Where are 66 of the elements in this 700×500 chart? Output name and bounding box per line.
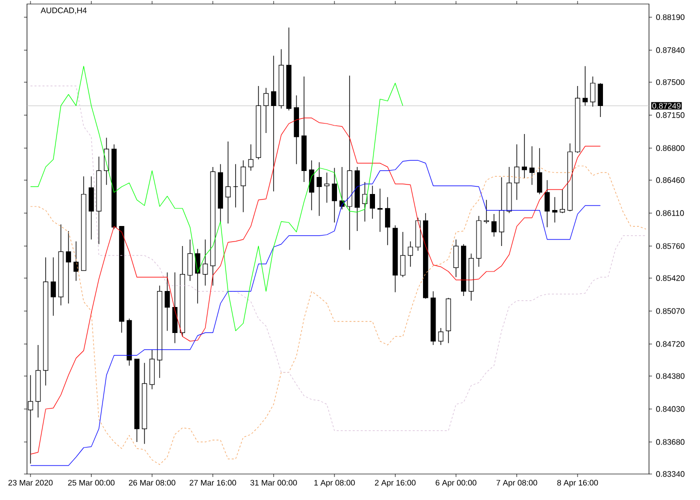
- candlestick: [225, 141, 231, 224]
- x-tick-label: 6 Apr 00:00: [436, 480, 476, 488]
- candlestick: [324, 172, 330, 204]
- y-tick-label: 0.88190: [656, 14, 684, 20]
- candlestick: [362, 182, 368, 222]
- y-tick-label: 0.83680: [656, 439, 684, 445]
- ref-line-label: 0.87249: [652, 102, 681, 109]
- candlestick: [514, 144, 520, 200]
- x-tick-label: 7 Apr 08:00: [496, 480, 538, 488]
- y-tick-label: 0.87840: [656, 47, 684, 53]
- candlestick: [385, 196, 390, 246]
- candlestick: [248, 144, 254, 172]
- candlestick: [529, 146, 535, 186]
- line-series: [30, 66, 404, 332]
- y-tick-label: 0.84030: [656, 406, 684, 412]
- y-tick-label: 0.85420: [656, 275, 684, 281]
- candlestick: [50, 257, 56, 316]
- candlestick: [164, 272, 170, 332]
- candlestick: [491, 214, 497, 237]
- candlestick: [271, 55, 276, 192]
- y-tick-label: 0.83340: [656, 471, 684, 477]
- candlestick: [453, 239, 459, 278]
- candlestick: [332, 168, 338, 223]
- candlestick: [370, 185, 376, 220]
- candlestick: [552, 196, 558, 223]
- y-tick-label: 0.86800: [656, 145, 684, 151]
- y-tick-label: 0.86110: [656, 210, 684, 216]
- y-tick-label: 0.87150: [656, 112, 684, 118]
- candlestick: [438, 328, 444, 346]
- candlestick: [522, 134, 527, 179]
- candlestick: [400, 232, 406, 278]
- candlestick: [240, 160, 246, 212]
- candlestick: [408, 241, 413, 268]
- candlestick: [187, 239, 193, 282]
- candlestick: [233, 164, 238, 208]
- candlestick: [377, 188, 383, 232]
- x-tick-label: 2 Apr 16:00: [374, 480, 416, 488]
- candlestick: [484, 200, 489, 224]
- candlestick: [598, 82, 603, 118]
- candlestick: [537, 148, 542, 195]
- x-tick-label: 1 Apr 08:00: [314, 480, 355, 488]
- candlestick: [66, 230, 72, 304]
- candlestick: [582, 66, 588, 106]
- y-tick-label: 0.85070: [656, 308, 684, 314]
- candlestick: [544, 180, 550, 228]
- candlestick: [263, 87, 269, 134]
- chart-title: AUDCAD,H4: [40, 8, 87, 14]
- x-tick-label: 8 Apr 16:00: [557, 480, 598, 488]
- candlestick: [202, 239, 208, 286]
- x-tick-label: 25 Mar 00:00: [68, 480, 115, 486]
- y-tick-label: 0.84380: [656, 373, 684, 379]
- candlestick: [74, 241, 79, 282]
- candlestick: [560, 189, 565, 214]
- x-tick-label: 31 Mar 00:00: [250, 480, 297, 486]
- candlestick: [590, 76, 596, 108]
- candlestick: [499, 176, 504, 246]
- y-tick-label: 0.84720: [656, 341, 684, 347]
- y-tick-label: 0.85760: [656, 243, 684, 249]
- candlestick: [88, 176, 94, 240]
- candlestick: [316, 162, 322, 216]
- x-tick-label: 27 Mar 16:00: [190, 480, 236, 486]
- candlestick: [195, 248, 200, 304]
- x-tick-label: 23 Mar 2020: [8, 480, 53, 486]
- y-tick-label: 0.86460: [656, 177, 684, 183]
- x-tick-label: 26 Mar 08:00: [128, 480, 176, 486]
- y-tick-label: 0.87500: [656, 79, 684, 85]
